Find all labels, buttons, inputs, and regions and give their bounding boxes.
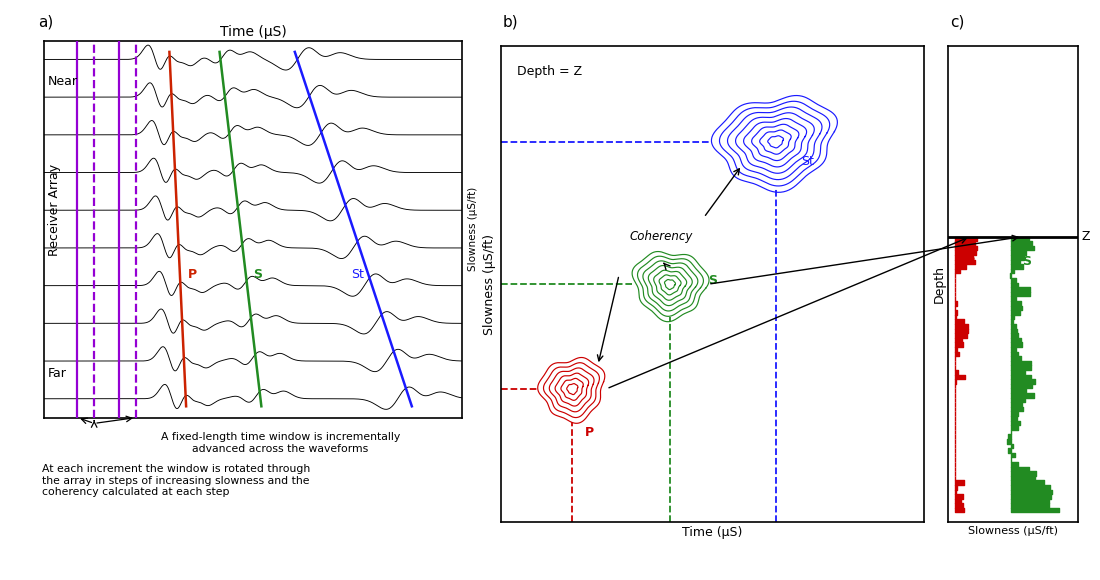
X-axis label: Slowness (μS/ft): Slowness (μS/ft): [968, 526, 1058, 536]
Text: S: S: [1022, 255, 1031, 268]
Text: Depth = Z: Depth = Z: [517, 66, 583, 78]
Text: Far: Far: [48, 367, 67, 380]
Text: S: S: [708, 274, 717, 287]
X-axis label: Time (μS): Time (μS): [682, 526, 742, 539]
Y-axis label: Depth: Depth: [933, 265, 945, 303]
Text: b): b): [503, 14, 518, 29]
Text: S: S: [253, 268, 262, 281]
Text: St: St: [351, 268, 364, 281]
Text: Near: Near: [48, 74, 78, 88]
Text: P: P: [967, 255, 976, 268]
Text: St: St: [801, 155, 814, 168]
Text: Coherency: Coherency: [629, 230, 693, 243]
Text: Z: Z: [1082, 230, 1090, 243]
Text: P: P: [585, 426, 594, 440]
Text: c): c): [950, 14, 965, 29]
Text: a): a): [39, 14, 54, 29]
Text: P: P: [188, 268, 197, 281]
Text: A fixed-length time window is incrementally
advanced across the waveforms: A fixed-length time window is incrementa…: [161, 432, 400, 454]
Text: Slowness (μS/ft): Slowness (μS/ft): [469, 187, 478, 271]
Title: Time (μS): Time (μS): [220, 26, 286, 39]
Y-axis label: Slowness (μS/ft): Slowness (μS/ft): [483, 234, 496, 335]
Text: Receiver Array: Receiver Array: [48, 164, 62, 256]
Text: At each increment the window is rotated through
the array in steps of increasing: At each increment the window is rotated …: [42, 464, 310, 497]
